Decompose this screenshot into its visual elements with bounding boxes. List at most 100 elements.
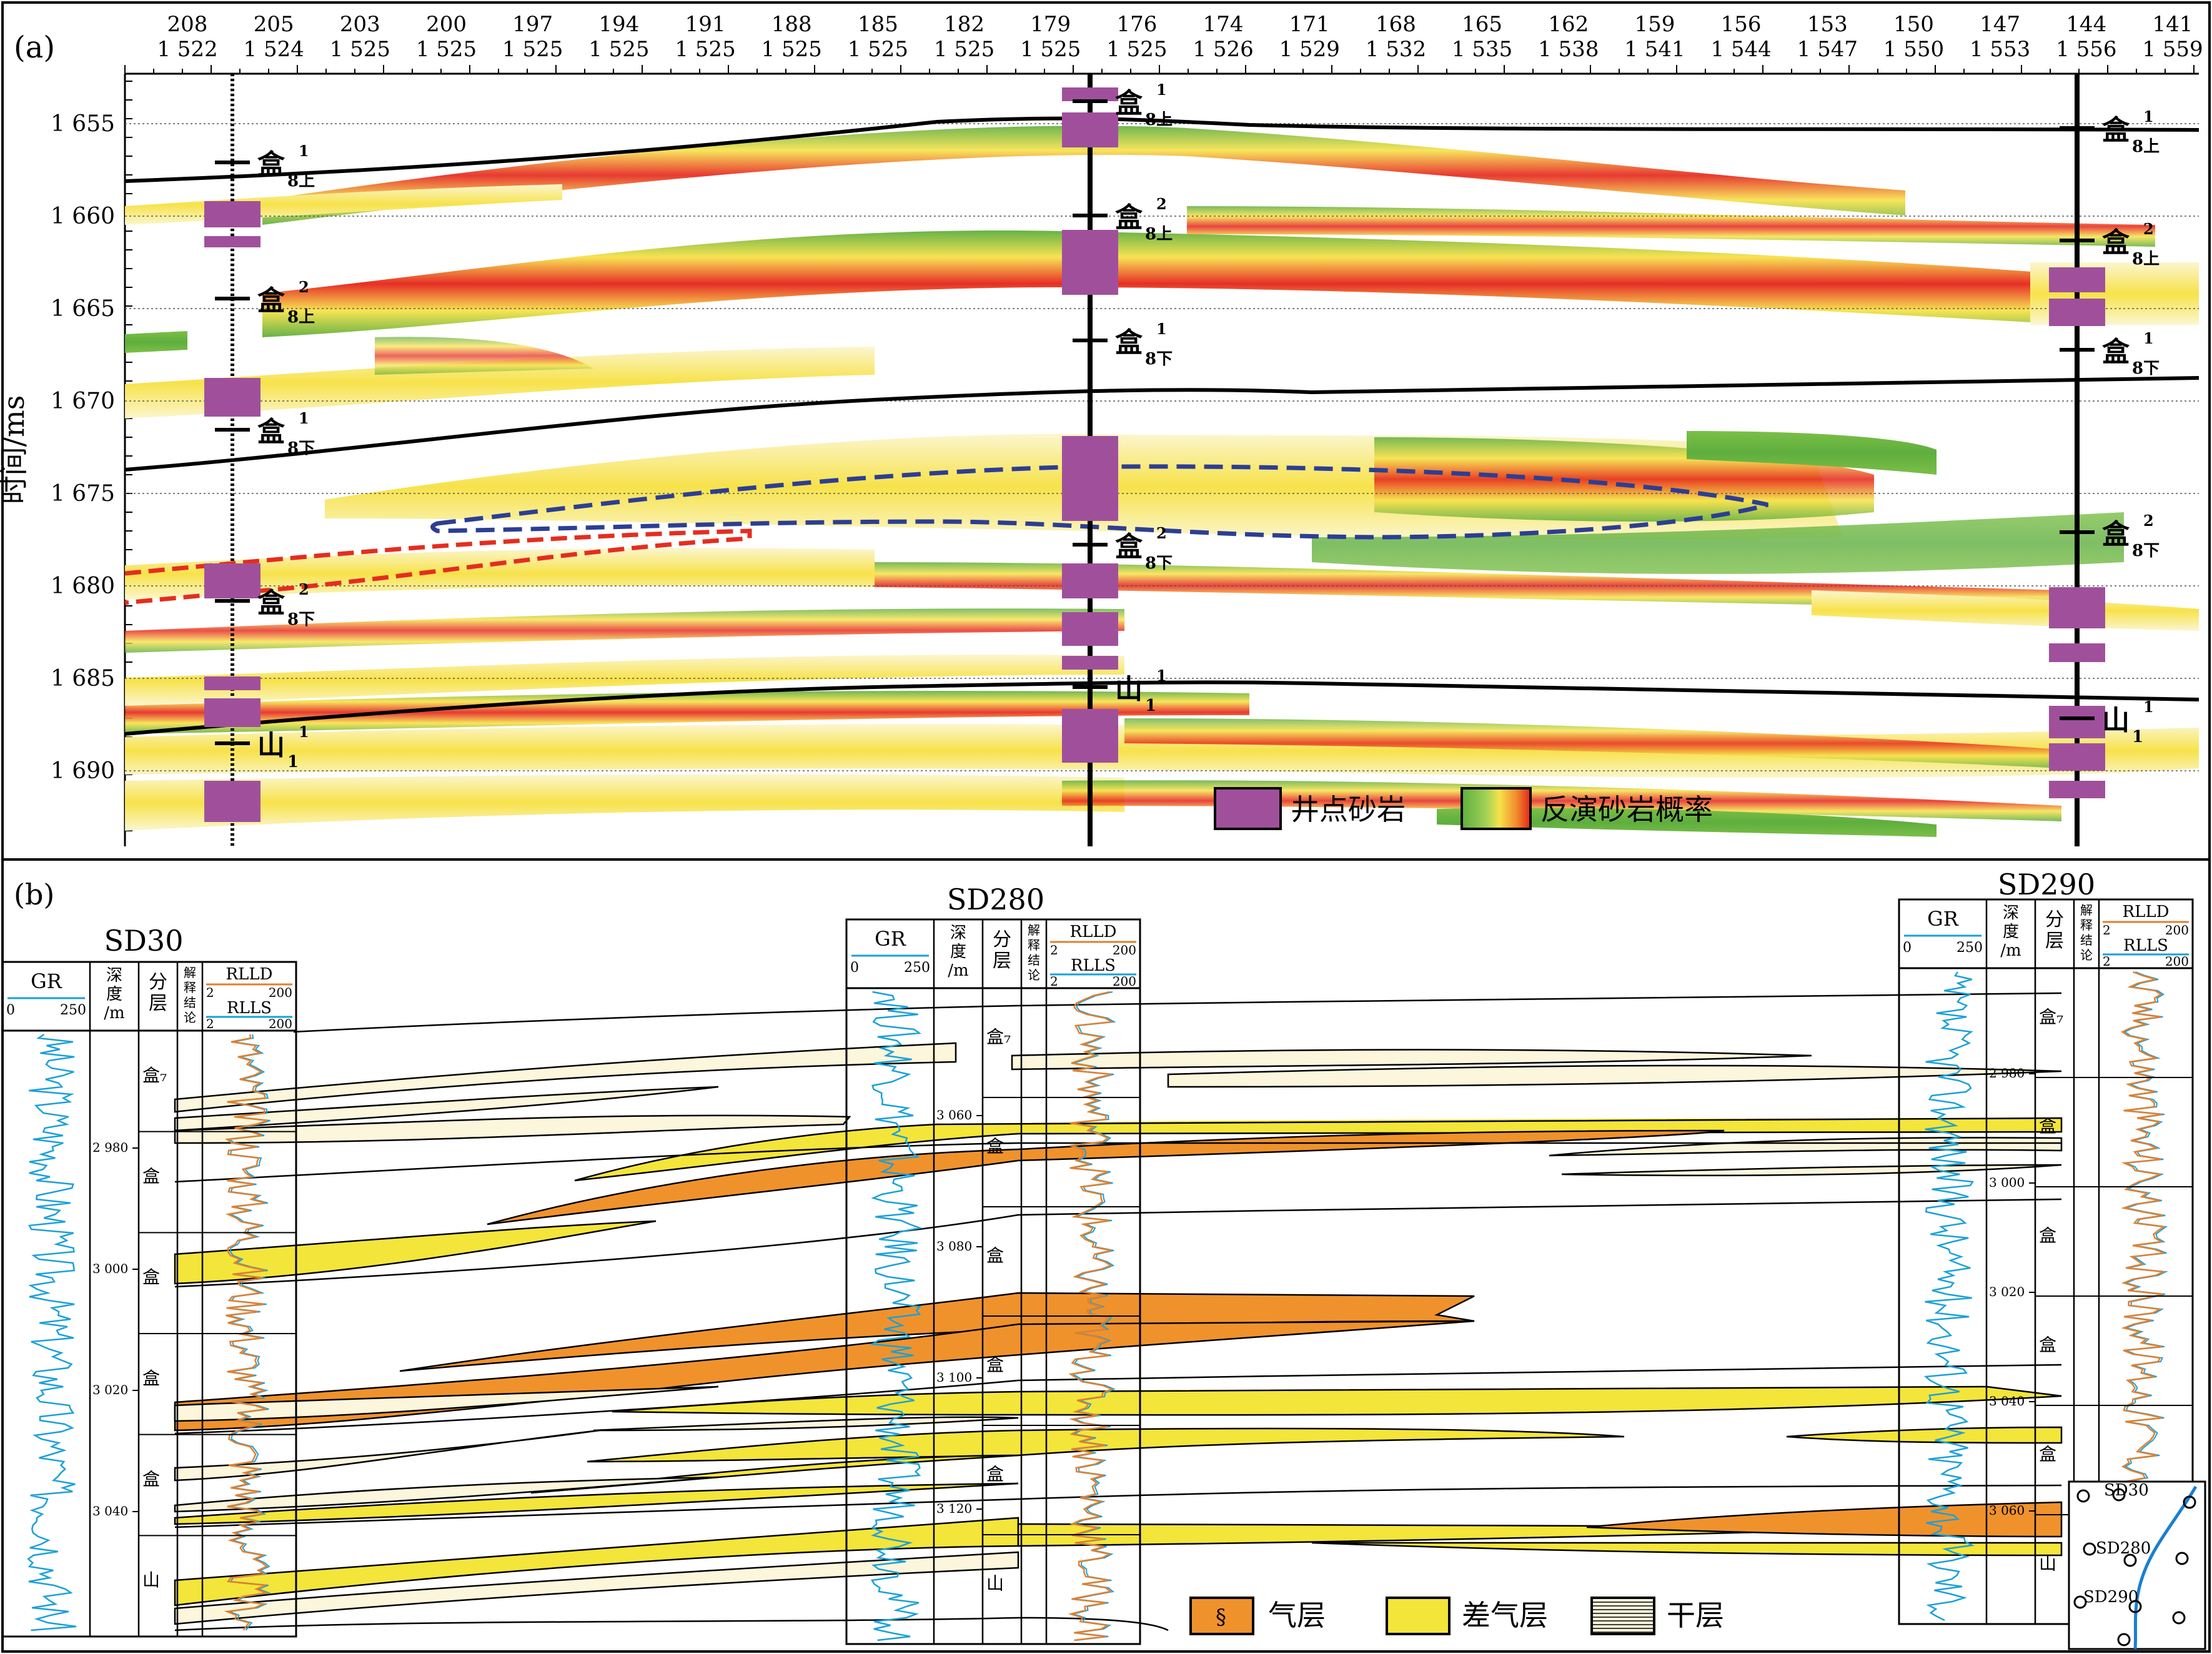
legend-a: 井点砂岩 反演砂岩概率 — [1214, 787, 1713, 830]
layer-label-sup: 2 — [1156, 195, 1167, 213]
layer-label-sup: 2 — [2143, 512, 2154, 530]
top-axis-label-row1: 176 — [1116, 12, 1157, 37]
top-axis-label-row1: 168 — [1376, 12, 1416, 37]
top-axis-label-row1: 171 — [1289, 12, 1330, 37]
top-axis-label-row1: 200 — [426, 12, 467, 37]
layer-code: 盒 — [142, 1267, 160, 1287]
interp-header: 结 — [1028, 953, 1040, 968]
layer-code: 盒₇ — [142, 1065, 167, 1086]
layer-label-base: 山 — [2102, 705, 2130, 736]
layer-label-sup: 2 — [299, 580, 309, 598]
layer-code: 盒 — [2039, 1444, 2056, 1465]
top-axis-label-row2: 1 535 — [1452, 37, 1512, 62]
top-axis-label-row1: 156 — [1721, 12, 1762, 37]
depth-label: 2 980 — [1989, 1066, 2025, 1081]
inset-sd30: SD30 — [2104, 1481, 2149, 1500]
legend-b: § 气层 差气层 干层 — [1189, 1597, 1724, 1635]
res-max: 200 — [1113, 943, 1136, 958]
top-axis-label-row2: 1 553 — [1970, 37, 2030, 62]
top-axis-label-row1: 165 — [1462, 12, 1502, 37]
interp-header: 释 — [184, 980, 196, 995]
layer-label-base: 盒 — [257, 416, 285, 448]
top-axis-label-row1: 185 — [858, 12, 898, 37]
top-axis-label-row2: 1 525 — [502, 37, 563, 62]
well-frame — [1898, 898, 2194, 1625]
legend-dry-swatch — [1590, 1597, 1655, 1635]
rlld-curve — [224, 1034, 270, 1631]
layer-label-sup: 1 — [1156, 320, 1167, 338]
y-tick-label: 1 675 — [51, 481, 115, 507]
top-axis-label-row1: 159 — [1635, 12, 1675, 37]
layer-label-base: 盒 — [257, 285, 285, 317]
legend-inversion-swatch — [1461, 787, 1532, 830]
depth-label: 3 040 — [92, 1503, 128, 1518]
layer-code: 山 — [986, 1573, 1004, 1594]
gr-max: 250 — [1957, 940, 1983, 956]
top-axis-label-row1: 162 — [1548, 12, 1589, 37]
layer-code: 盒 — [2039, 1116, 2056, 1137]
top-axis-label-row1: 147 — [1980, 12, 2020, 37]
legend-well-sand-swatch — [1214, 787, 1282, 830]
res-min: 2 — [1050, 974, 1058, 989]
gas-symbol: § — [1216, 1605, 1226, 1630]
layer-label-base: 盒 — [2102, 114, 2130, 146]
layer-header: 分 — [149, 971, 167, 993]
layer-label-sub: 8上 — [1145, 225, 1173, 244]
top-axis-label-row2: 1 525 — [848, 37, 908, 62]
top-axis-label-row2: 1 559 — [2142, 37, 2203, 62]
layer-label-base: 盒 — [2102, 518, 2130, 550]
top-axis-label-row1: 194 — [598, 12, 639, 37]
top-axis-label-row2: 1 556 — [2056, 37, 2116, 62]
layer-label-sub: 8下 — [287, 610, 315, 629]
layer-label-sup: 1 — [2143, 698, 2154, 716]
top-axis-label-row1: 191 — [685, 12, 726, 37]
layer-code: 盒 — [142, 1166, 160, 1187]
layer-label-base: 盒 — [2102, 336, 2130, 368]
legend-poor-gas-label: 差气层 — [1462, 1598, 1548, 1632]
layer-code: 山 — [142, 1570, 160, 1590]
top-axis-label-row2: 1 525 — [675, 37, 735, 62]
rlls-label: RLLS — [2123, 936, 2168, 955]
layer-code: 盒 — [2039, 1226, 2056, 1246]
depth-header: 深 — [2003, 904, 2019, 923]
legend-well-sand-label: 井点砂岩 — [1291, 793, 1406, 826]
layer-code: 盒 — [142, 1469, 160, 1490]
layer-header: 分 — [993, 929, 1011, 951]
layer-label-sub: 8上 — [287, 172, 315, 191]
top-axis-label-row2: 1 525 — [1020, 37, 1081, 62]
depth-header: 度 — [2003, 923, 2019, 941]
layer-code: 盒 — [986, 1464, 1004, 1485]
layer-label-sup: 1 — [2143, 107, 2154, 126]
layer-label-sub: 8上 — [287, 308, 315, 327]
gr-curve — [1923, 971, 1975, 1622]
gr-label: GR — [875, 927, 906, 951]
layer-code: 盒₇ — [986, 1027, 1011, 1047]
well-name: SD290 — [1998, 868, 2095, 901]
well-right — [2049, 74, 2105, 846]
top-axis-label-row2: 1 522 — [157, 37, 217, 62]
depth-label: 3 060 — [936, 1107, 972, 1122]
layer-code: 盒 — [986, 1245, 1004, 1266]
layer-label-sub: 1 — [287, 753, 299, 771]
y-tick-label: 1 660 — [51, 204, 115, 229]
gr-min: 0 — [6, 1003, 15, 1018]
layer-header: 层 — [149, 993, 167, 1014]
layer-label-sub: 1 — [1145, 696, 1156, 715]
depth-label: 3 000 — [92, 1261, 128, 1276]
layer-label-base: 山 — [1115, 673, 1143, 705]
depth-label: 3 020 — [92, 1382, 128, 1397]
layer-label-sup: 2 — [1156, 524, 1167, 542]
correlation-lenses — [174, 992, 2063, 1632]
layer-header: 层 — [2045, 930, 2064, 952]
layer-label-sup: 2 — [2143, 220, 2154, 238]
top-axis-label-row2: 1 525 — [588, 37, 649, 62]
layer-header: 分 — [2045, 909, 2064, 931]
panel-a-label: (a) — [14, 30, 55, 65]
interp-header: 解 — [184, 965, 196, 980]
depth-header: 深 — [950, 924, 966, 943]
res-max: 200 — [2165, 923, 2189, 938]
well-frame — [1, 961, 297, 1638]
